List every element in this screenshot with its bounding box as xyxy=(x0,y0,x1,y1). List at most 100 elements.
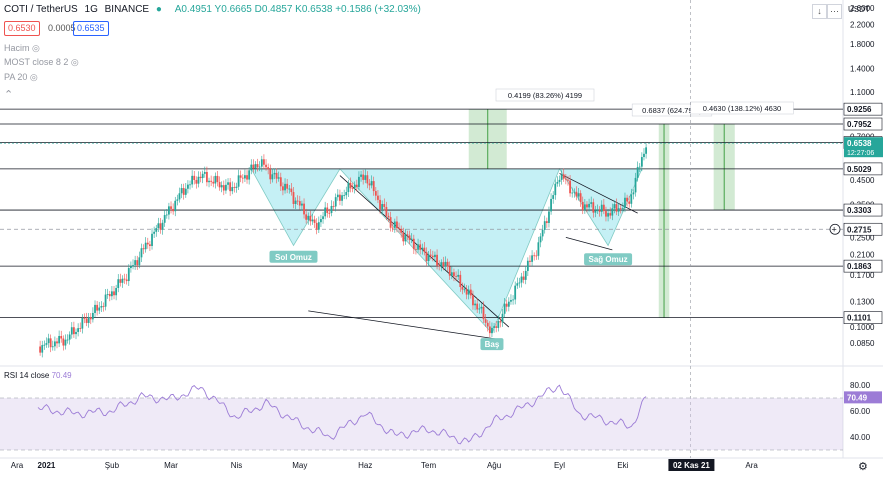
candle-body xyxy=(440,262,443,267)
candle-body xyxy=(229,182,232,192)
candle-body xyxy=(537,242,540,256)
candle-body xyxy=(206,171,208,183)
pattern-label: Sol Omuz xyxy=(275,253,312,262)
candle-body xyxy=(360,174,362,177)
ask-price[interactable]: 0.6535 xyxy=(73,21,109,36)
candle-body xyxy=(493,326,495,328)
candle-body xyxy=(263,159,265,165)
candle-body xyxy=(370,181,373,186)
candle-body xyxy=(292,192,295,204)
candle-body xyxy=(125,279,128,282)
symbol-name[interactable]: COTI / TetherUS xyxy=(4,4,78,15)
candle-body xyxy=(488,326,491,334)
candle-body xyxy=(108,294,111,297)
pattern-label: Sağ Omuz xyxy=(589,255,628,264)
candle-body xyxy=(313,219,316,223)
candle-body xyxy=(43,344,46,346)
candle-body xyxy=(398,228,400,229)
candle-body xyxy=(282,186,284,191)
candle-body xyxy=(142,248,145,250)
candle-body xyxy=(491,327,493,334)
x-tick-label: Ara xyxy=(745,461,758,470)
measure-label: 0.4630 (138.12%) 4630 xyxy=(703,104,781,113)
candle-body xyxy=(548,211,550,223)
candle-body xyxy=(267,167,270,170)
candle-body xyxy=(368,183,371,186)
price-level-tag xyxy=(843,102,883,116)
candle-body xyxy=(182,188,185,195)
price-level-label: 0.3303 xyxy=(847,206,872,215)
eye-icon[interactable]: ◎ xyxy=(70,57,79,67)
y-tick-label: 2.6000 xyxy=(850,4,875,13)
candle-body xyxy=(332,205,335,207)
candle-body xyxy=(334,197,337,207)
more-icon[interactable]: ⋯ xyxy=(827,4,842,19)
candle-body xyxy=(315,222,318,230)
candle-body xyxy=(520,276,523,283)
candle-body xyxy=(85,318,88,323)
download-icon[interactable]: ↓ xyxy=(812,4,827,19)
indicator-most[interactable]: MOST close 8 2 ◎ xyxy=(4,57,79,67)
eye-icon[interactable]: ◎ xyxy=(29,72,38,82)
indicator-ma[interactable]: PA 20 ◎ xyxy=(4,72,38,82)
candle-body xyxy=(640,157,643,167)
candle-body xyxy=(410,238,413,240)
candle-body xyxy=(516,283,519,286)
candle-body xyxy=(626,197,628,202)
candle-body xyxy=(465,289,468,295)
candle-body xyxy=(636,167,639,178)
candle-body xyxy=(106,294,109,295)
price-level-tag xyxy=(843,117,883,131)
candle-body xyxy=(70,327,73,335)
candle-body xyxy=(634,177,637,193)
measure-label: 0.4199 (83.26%) 4199 xyxy=(508,91,582,100)
candle-body xyxy=(469,289,472,296)
candle-body xyxy=(529,260,531,262)
candle-body xyxy=(212,181,215,184)
candle-body xyxy=(72,327,75,335)
exchange: BINANCE xyxy=(104,4,150,15)
candle-body xyxy=(339,194,341,201)
candle-body xyxy=(260,159,263,167)
x-tick-label: Tem xyxy=(421,461,436,470)
candle-body xyxy=(402,232,405,242)
y-tick-label: 0.1300 xyxy=(850,297,875,306)
candle-body xyxy=(290,188,293,193)
bid-price[interactable]: 0.6530 xyxy=(4,21,40,36)
indicator-volume[interactable]: Hacim ◎ xyxy=(4,43,40,53)
candle-body xyxy=(459,274,462,288)
candle-body xyxy=(222,185,225,191)
interval[interactable]: 1G xyxy=(84,4,98,15)
candle-body xyxy=(573,191,576,193)
y-tick-label: 1.1000 xyxy=(850,88,875,97)
candle-body xyxy=(404,234,407,242)
candle-body xyxy=(244,175,246,179)
candle-body xyxy=(220,185,223,188)
candle-body xyxy=(197,176,200,184)
candle-body xyxy=(301,203,303,206)
candle-body xyxy=(406,234,409,236)
candle-body xyxy=(419,244,422,250)
candle-body xyxy=(514,285,517,300)
candle-body xyxy=(153,231,156,234)
candle-body xyxy=(476,303,479,310)
candle-body xyxy=(590,202,593,204)
candle-body xyxy=(203,171,206,174)
collapse-icon[interactable]: ⌃ xyxy=(4,89,14,101)
eye-icon[interactable]: ◎ xyxy=(32,43,40,53)
candle-body xyxy=(231,187,234,192)
candle-body xyxy=(168,206,170,215)
candle-body xyxy=(311,219,314,222)
candle-body xyxy=(62,338,65,346)
currency-label: USDT xyxy=(848,5,870,14)
candle-body xyxy=(415,249,417,250)
candle-body xyxy=(322,216,324,220)
measure-label-box xyxy=(495,88,595,102)
candle-body xyxy=(486,322,489,327)
candle-body xyxy=(429,254,432,256)
candle-body xyxy=(507,301,510,307)
candle-body xyxy=(60,335,63,339)
candle-body xyxy=(66,339,69,341)
x-tick-label: Ağu xyxy=(487,461,501,470)
